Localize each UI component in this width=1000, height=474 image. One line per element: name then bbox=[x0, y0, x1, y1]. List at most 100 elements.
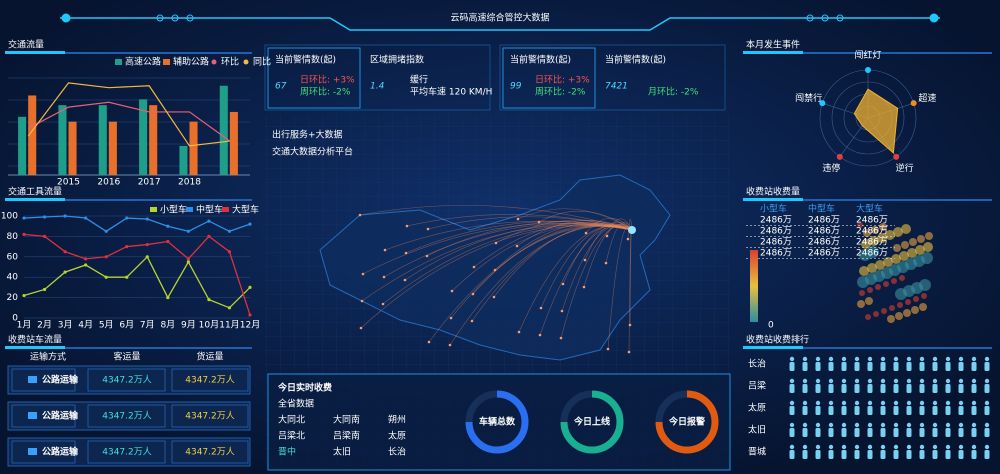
y-tick-label: 100 bbox=[1, 212, 18, 222]
flow-dot bbox=[493, 268, 497, 272]
person-head bbox=[984, 400, 990, 406]
stat-line: 日环比: +3% bbox=[300, 74, 355, 86]
table-header: 小型车 bbox=[760, 203, 787, 215]
flow-dot bbox=[426, 227, 430, 231]
radar-label: 闯红灯 bbox=[854, 49, 881, 61]
person-body bbox=[828, 428, 834, 437]
person-head bbox=[841, 356, 847, 362]
person-head bbox=[919, 422, 925, 428]
table-cell-text: 4347.2万人 bbox=[185, 411, 235, 422]
flow-dot bbox=[472, 265, 476, 269]
panel-title: 收费站车流量 bbox=[8, 334, 62, 346]
y-tick-label: 80 bbox=[7, 232, 19, 242]
person-head bbox=[828, 444, 834, 450]
point bbox=[248, 285, 252, 289]
stat-value: 67 bbox=[275, 82, 287, 92]
person-body bbox=[932, 450, 938, 459]
flow-dot bbox=[559, 336, 563, 340]
rank-label: 太原 bbox=[748, 402, 766, 414]
bar bbox=[68, 121, 77, 175]
table-row bbox=[7, 437, 251, 467]
person-body bbox=[828, 406, 834, 415]
person-body bbox=[802, 362, 808, 371]
panel-title: 收费站收费量 bbox=[746, 186, 800, 198]
table-cell-text: 2486万 bbox=[808, 249, 840, 259]
line bbox=[23, 233, 251, 316]
table-cell-text: 4347.2万人 bbox=[185, 375, 235, 386]
gauge-arc bbox=[655, 390, 719, 454]
person-head bbox=[802, 444, 808, 450]
truck-icon bbox=[28, 412, 37, 419]
person-head bbox=[867, 378, 873, 384]
person-head bbox=[867, 444, 873, 450]
person-body bbox=[815, 362, 821, 371]
x-tick-label: 2017 bbox=[138, 178, 161, 188]
heat-dot bbox=[925, 232, 933, 240]
table-cell-text: 2486万 bbox=[856, 227, 888, 237]
point bbox=[63, 270, 67, 274]
person-head bbox=[828, 400, 834, 406]
person-head bbox=[802, 378, 808, 384]
point bbox=[104, 229, 108, 233]
table-header: 大型车 bbox=[856, 203, 883, 215]
box-subtitle: 全省数据 bbox=[278, 398, 314, 410]
title-underline bbox=[743, 199, 992, 201]
person-body bbox=[789, 450, 795, 459]
person-body bbox=[841, 362, 847, 371]
heat-dot bbox=[867, 263, 877, 273]
point bbox=[166, 239, 170, 244]
person-body bbox=[971, 384, 977, 393]
person-body bbox=[841, 428, 847, 437]
point bbox=[227, 229, 232, 233]
rank-label: 长治 bbox=[748, 358, 766, 370]
heat-dot bbox=[889, 305, 895, 311]
stat-title: 当前警情数(起) bbox=[275, 54, 336, 66]
flow-line bbox=[607, 226, 633, 350]
stat-line: 平均车速 120 KM/H bbox=[410, 86, 492, 98]
person-head bbox=[880, 422, 886, 428]
radar-label: 逆行 bbox=[896, 162, 914, 174]
x-tick-label: 4月 bbox=[78, 320, 93, 331]
bar bbox=[58, 105, 67, 175]
person-body bbox=[984, 428, 990, 437]
map-shape bbox=[319, 174, 671, 361]
table-cell bbox=[11, 368, 76, 392]
person-body bbox=[971, 406, 977, 415]
person-body bbox=[919, 428, 925, 437]
person-head bbox=[932, 356, 938, 362]
legend-label: 高速公路 bbox=[125, 56, 161, 68]
panel-title: 交通流量 bbox=[8, 39, 44, 51]
heat-dot bbox=[857, 300, 865, 308]
heat-dot bbox=[865, 297, 873, 305]
title-accent bbox=[743, 51, 803, 54]
flow-line bbox=[428, 225, 633, 343]
flow-hub bbox=[628, 226, 636, 234]
radar-dot bbox=[836, 153, 843, 160]
x-tick-label: 8月 bbox=[160, 320, 175, 331]
radar-dot bbox=[865, 67, 871, 73]
flow-line bbox=[362, 223, 633, 275]
person-body bbox=[919, 384, 925, 393]
flow-line bbox=[404, 223, 633, 281]
gauge-label: 今日报警 bbox=[668, 416, 705, 428]
flow-dot bbox=[537, 220, 541, 224]
person-body bbox=[867, 450, 873, 459]
person-body bbox=[893, 384, 899, 393]
table-cell-text: 2486万 bbox=[760, 238, 792, 248]
person-body bbox=[854, 428, 860, 437]
person-head bbox=[893, 356, 899, 362]
person-head bbox=[945, 356, 951, 362]
person-body bbox=[958, 406, 964, 415]
flow-dot bbox=[470, 319, 474, 323]
table-cell-text: 2486万 bbox=[856, 249, 888, 259]
person-body bbox=[958, 384, 964, 393]
flow-dot bbox=[405, 224, 409, 228]
person-head bbox=[789, 422, 795, 428]
flow-dot bbox=[538, 333, 542, 337]
point bbox=[186, 257, 190, 261]
person-head bbox=[802, 400, 808, 406]
table-cell bbox=[171, 440, 249, 464]
flow-dot bbox=[582, 285, 586, 289]
flow-line bbox=[384, 220, 633, 251]
